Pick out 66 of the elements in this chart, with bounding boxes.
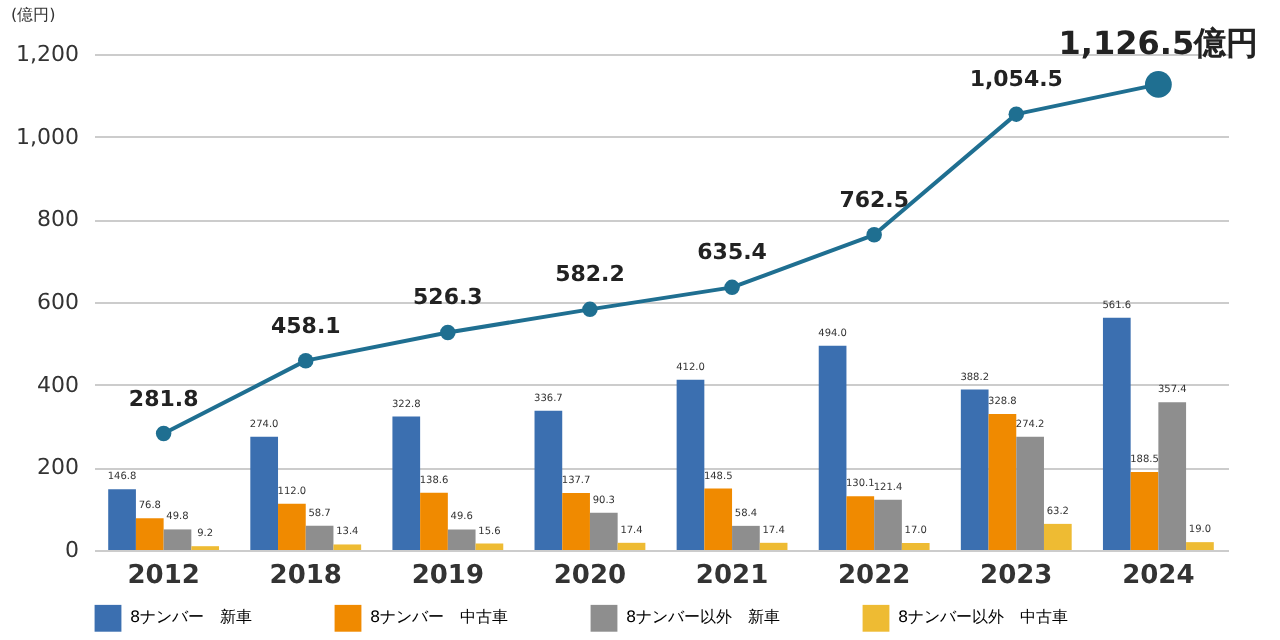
bar <box>534 410 563 550</box>
bar <box>818 345 847 550</box>
x-tick-label: 2024 <box>1122 561 1195 591</box>
y-axis-title: (億円) <box>11 6 56 25</box>
bar <box>617 542 646 550</box>
bar <box>392 416 421 550</box>
bar <box>1130 472 1159 550</box>
point <box>1008 106 1025 122</box>
bar <box>562 493 590 550</box>
bar <box>420 492 448 550</box>
bar <box>704 488 733 550</box>
x-tick-label: 2018 <box>269 561 342 591</box>
bar <box>305 525 334 550</box>
bar <box>475 543 504 550</box>
bar <box>846 496 875 550</box>
legend-label: 8ナンバー以外 新車 <box>626 608 781 627</box>
bar <box>988 414 1017 550</box>
data-label: 526.3 <box>413 284 483 311</box>
data-label: 458.1 <box>270 312 341 339</box>
legend-label: 8ナンバー 中古車 <box>370 608 509 627</box>
legend-label: 8ナンバー 新車 <box>130 608 253 627</box>
bar <box>759 542 788 550</box>
bar <box>1158 402 1187 550</box>
bar <box>135 518 164 550</box>
point <box>724 279 740 296</box>
x-tick-label: 2023 <box>980 561 1053 591</box>
bar <box>676 379 705 550</box>
x-tick-label: 2022 <box>837 561 911 591</box>
bar <box>1043 523 1072 550</box>
point <box>440 324 456 341</box>
data-label: 582.2 <box>555 261 625 288</box>
y-tick-label: 200 <box>37 454 79 481</box>
y-tick-label: 1,000 <box>16 123 79 150</box>
x-tick-label: 2020 <box>553 561 627 591</box>
bar <box>589 512 618 550</box>
bar <box>163 529 192 550</box>
bar <box>1102 317 1131 550</box>
bar <box>732 525 760 550</box>
data-label: 1,126.5億円 <box>1058 24 1259 63</box>
bar <box>108 489 136 550</box>
bar <box>960 389 989 550</box>
y-tick-label: 600 <box>37 289 79 315</box>
bar <box>447 529 476 550</box>
legend-label: 8ナンバー以外 中古車 <box>898 608 1069 627</box>
y-tick-label: 800 <box>37 206 79 233</box>
x-tick-label: 2021 <box>695 561 769 591</box>
point <box>582 301 598 318</box>
x-tick-label: 2019 <box>411 561 485 591</box>
bar <box>333 544 362 550</box>
point <box>297 352 314 369</box>
bar <box>874 499 902 550</box>
bar <box>901 542 930 550</box>
data-label: 762.5 <box>839 186 909 213</box>
x-tick-label: 2012 <box>127 561 200 591</box>
data-label: 281.8 <box>128 385 199 412</box>
data-label: 635.4 <box>697 239 768 266</box>
bar <box>1016 436 1044 550</box>
y-tick-label: 0 <box>65 537 79 563</box>
data-label: 1,054.5 <box>969 66 1063 93</box>
bar <box>250 436 279 550</box>
y-tick-label: 1,200 <box>16 41 79 67</box>
bar <box>278 503 306 550</box>
point <box>155 425 172 442</box>
point <box>866 227 882 243</box>
y-tick-label: 400 <box>37 371 79 398</box>
bar <box>1186 542 1214 550</box>
